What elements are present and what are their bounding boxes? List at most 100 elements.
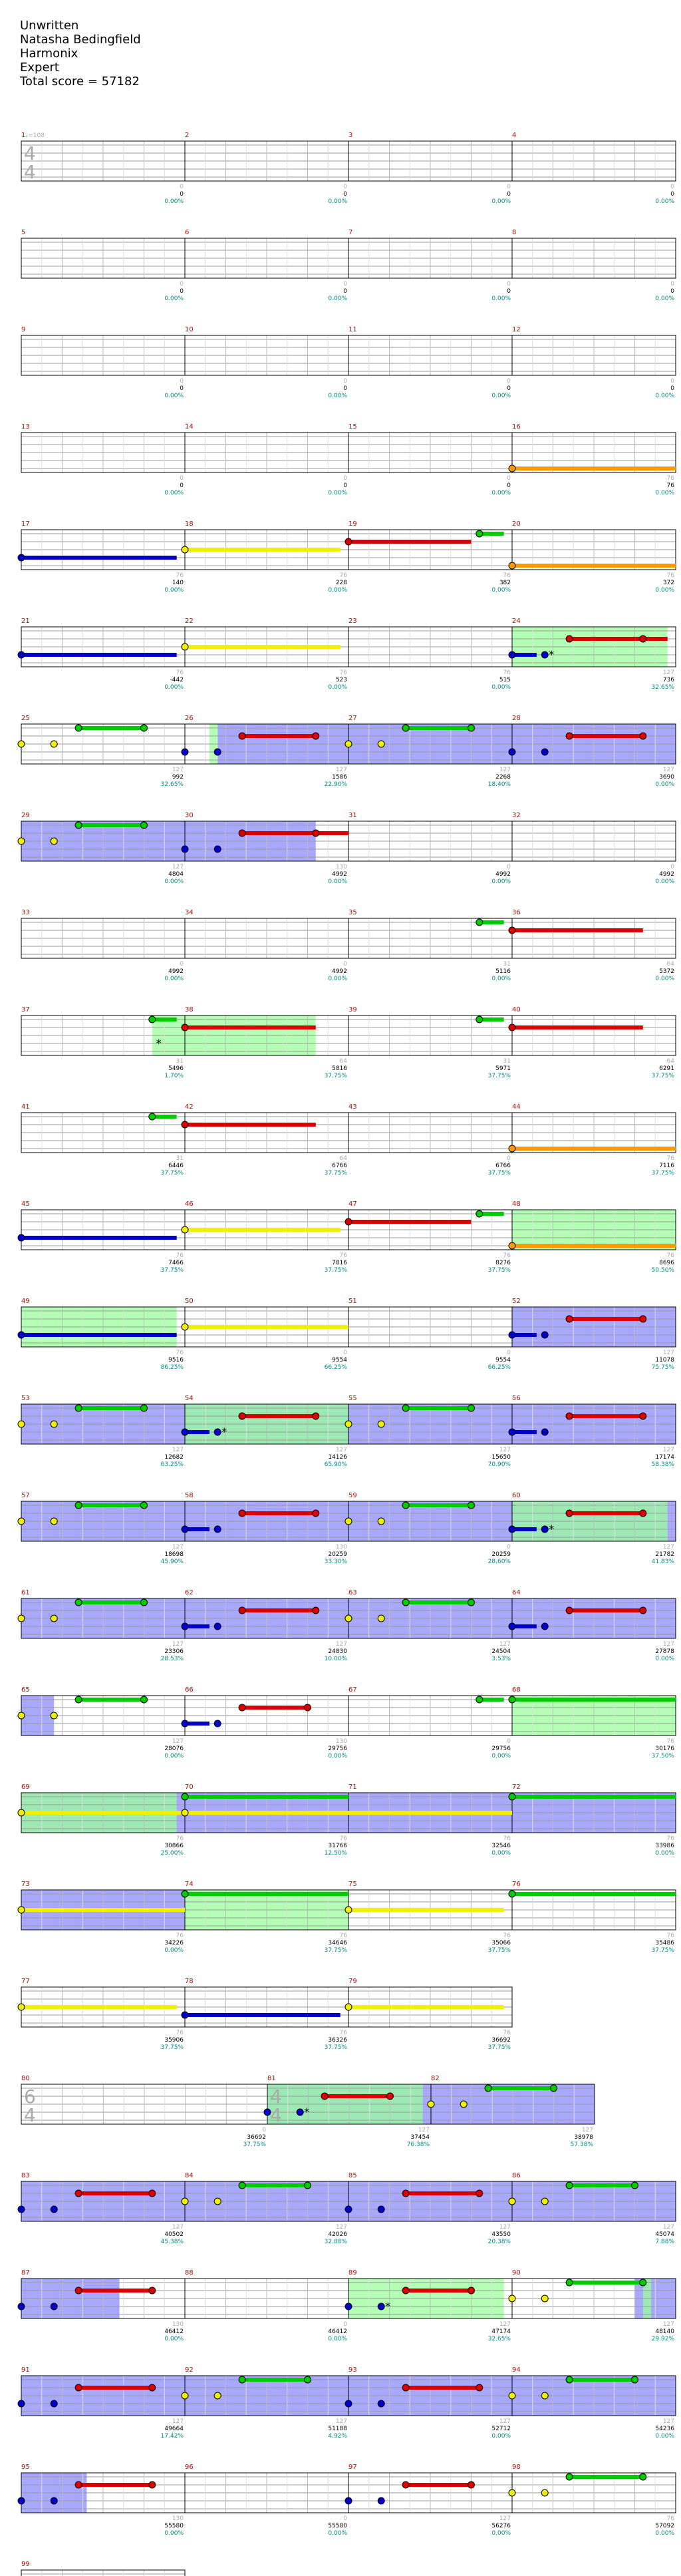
note-blue <box>344 2400 352 2408</box>
gain-value: 127 <box>172 1738 184 1745</box>
measure-number: 64 <box>512 1589 521 1596</box>
gain-value: 76 <box>503 1835 511 1842</box>
note-yellow <box>17 1614 25 1622</box>
gain-value: 0 <box>180 281 184 287</box>
note-yellow <box>344 1420 352 1428</box>
running-score: 0 <box>507 385 511 392</box>
running-score: 36692 <box>247 2134 266 2141</box>
measure-number: 72 <box>512 1783 521 1791</box>
note-yellow <box>213 2197 221 2205</box>
gain-value: 130 <box>172 2515 184 2522</box>
running-score: 24830 <box>328 1648 347 1655</box>
running-score: 4992 <box>332 968 347 975</box>
measure-number: 70 <box>185 1783 194 1791</box>
measure-number: 22 <box>185 618 194 625</box>
sp-percent: 0.00% <box>328 878 347 885</box>
note-yellow <box>541 2392 549 2400</box>
measure-number: 88 <box>185 2269 194 2277</box>
note-green <box>304 2181 311 2189</box>
activation-star-icon: * <box>156 1037 162 1049</box>
note-red <box>565 732 573 740</box>
note-red <box>238 1412 246 1420</box>
sp-percent: 28.53% <box>161 1656 184 1662</box>
measure-number: 45 <box>21 1200 30 1208</box>
running-score: 45074 <box>655 2231 674 2238</box>
sp-percent: 0.00% <box>328 587 347 594</box>
measure-number: 13 <box>21 423 30 431</box>
time-signature-top: 6 <box>24 2086 36 2108</box>
running-score: 15650 <box>491 1454 511 1461</box>
staff-frame <box>511 1112 676 1153</box>
sp-percent: 0.00% <box>328 393 347 399</box>
measure-number: 81 <box>267 2075 276 2082</box>
note-orange <box>508 464 516 472</box>
measure-number: 52 <box>512 1298 521 1305</box>
note-green <box>508 1696 516 1704</box>
note-yellow <box>508 2197 516 2205</box>
note-blue <box>541 1428 549 1436</box>
note-yellow <box>344 1906 352 1914</box>
running-score: 34226 <box>164 1940 184 1946</box>
measure-number: 41 <box>21 1103 30 1111</box>
running-score: 7116 <box>659 1163 674 1169</box>
sp-percent: 41.83% <box>652 1559 675 1565</box>
gain-value: 76 <box>340 2030 348 2036</box>
measure-number: 21 <box>21 618 30 625</box>
note-green <box>639 2473 647 2481</box>
note-yellow <box>508 2295 516 2302</box>
note-yellow <box>50 1517 58 1525</box>
gain-value: 127 <box>172 2224 184 2231</box>
sp-percent: 0.00% <box>491 878 511 885</box>
note-yellow <box>377 1614 385 1622</box>
staff-frame <box>511 1403 676 1445</box>
charter-name: Harmonix <box>20 47 78 61</box>
note-green <box>402 1404 410 1412</box>
sp-percent: 0.00% <box>491 684 511 691</box>
measure-number: 49 <box>21 1298 30 1305</box>
gain-value: 76 <box>176 2030 184 2036</box>
measure-number: 28 <box>512 715 521 722</box>
running-score: 0 <box>507 191 511 198</box>
note-green <box>140 1696 148 1704</box>
running-score: 0 <box>507 482 511 489</box>
staff-frame <box>511 723 676 765</box>
note-green <box>565 2473 573 2481</box>
measure-number: 3 <box>348 132 352 139</box>
gain-value: 76 <box>503 669 511 676</box>
gain-value: 0 <box>343 475 347 482</box>
running-score: 20259 <box>328 1551 347 1558</box>
gain-value: 0 <box>507 281 511 287</box>
note-green <box>140 1404 148 1412</box>
sp-percent: 37.75% <box>488 1267 511 1274</box>
note-yellow <box>377 740 385 748</box>
note-blue <box>17 2497 25 2505</box>
measure-number: 99 <box>21 2561 30 2568</box>
note-blue <box>17 2302 25 2310</box>
gain-value: 31 <box>503 1058 511 1065</box>
staff-frame <box>511 1015 676 1056</box>
note-yellow <box>181 1323 189 1331</box>
song-header: Unwritten Natasha Bedingfield Harmonix E… <box>20 19 141 89</box>
sp-percent: 37.75% <box>488 1947 511 1954</box>
note-red <box>639 1315 647 1323</box>
gain-value: 127 <box>499 1641 511 1648</box>
note-blue <box>541 1525 549 1533</box>
running-score: -442 <box>170 677 184 683</box>
gain-value: 0 <box>507 184 511 190</box>
note-blue <box>17 1234 25 1242</box>
gain-value: 0 <box>670 864 674 870</box>
